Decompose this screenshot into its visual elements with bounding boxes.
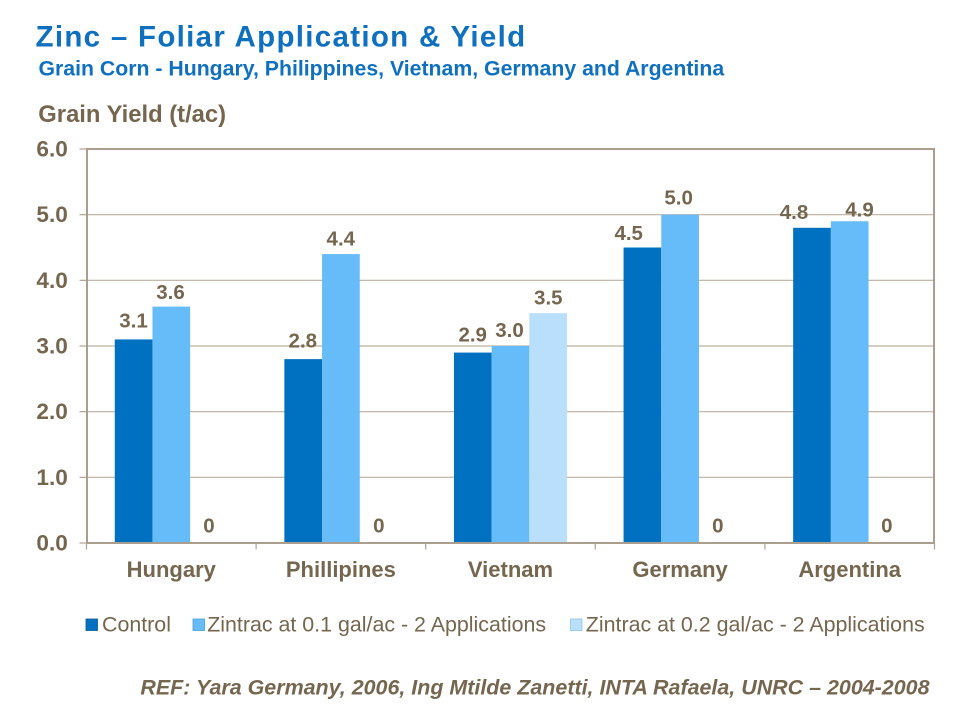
svg-text:Germany: Germany bbox=[632, 557, 728, 582]
svg-text:3.6: 3.6 bbox=[156, 281, 185, 304]
svg-text:REF: Yara Germany, 2006, Ing M: REF: Yara Germany, 2006, Ing Mtilde Zane… bbox=[140, 675, 929, 699]
svg-text:0.0: 0.0 bbox=[36, 531, 67, 556]
svg-text:0: 0 bbox=[881, 515, 892, 538]
svg-text:4.0: 4.0 bbox=[36, 268, 67, 293]
svg-text:Grain Yield (t/ac): Grain Yield (t/ac) bbox=[38, 101, 226, 128]
svg-text:Zintrac at 0.1 gal/ac - 2 Appl: Zintrac at 0.1 gal/ac - 2 Applications bbox=[207, 612, 546, 636]
svg-text:3.0: 3.0 bbox=[495, 319, 524, 342]
svg-text:0: 0 bbox=[373, 515, 384, 538]
svg-text:Vietnam: Vietnam bbox=[468, 557, 553, 582]
svg-text:Phillipines: Phillipines bbox=[286, 557, 396, 582]
svg-text:5.0: 5.0 bbox=[36, 202, 67, 227]
svg-text:3.1: 3.1 bbox=[119, 310, 148, 333]
svg-text:3.5: 3.5 bbox=[534, 286, 563, 309]
svg-text:1.0: 1.0 bbox=[36, 465, 67, 490]
svg-text:4.5: 4.5 bbox=[614, 222, 643, 245]
svg-text:6.0: 6.0 bbox=[36, 137, 67, 162]
svg-text:3.0: 3.0 bbox=[36, 334, 67, 359]
svg-text:Zinc – Foliar Application & Yi: Zinc – Foliar Application & Yield bbox=[36, 21, 527, 54]
svg-text:Argentina: Argentina bbox=[798, 557, 901, 582]
svg-text:4.9: 4.9 bbox=[845, 199, 874, 222]
svg-text:Control: Control bbox=[102, 612, 171, 636]
svg-text:0: 0 bbox=[712, 515, 723, 538]
svg-text:0: 0 bbox=[203, 515, 214, 538]
svg-text:Hungary: Hungary bbox=[127, 557, 217, 582]
svg-text:2.0: 2.0 bbox=[36, 399, 67, 424]
svg-text:Zintrac at 0.2 gal/ac - 2 Appl: Zintrac at 0.2 gal/ac - 2 Applications bbox=[586, 612, 925, 636]
svg-text:4.4: 4.4 bbox=[327, 228, 356, 251]
svg-text:5.0: 5.0 bbox=[664, 186, 693, 209]
svg-text:2.8: 2.8 bbox=[289, 329, 318, 352]
svg-text:2.9: 2.9 bbox=[458, 323, 487, 346]
svg-text:4.8: 4.8 bbox=[780, 201, 809, 224]
svg-text:Grain Corn - Hungary, Philippi: Grain Corn - Hungary, Philippines, Vietn… bbox=[39, 57, 725, 81]
